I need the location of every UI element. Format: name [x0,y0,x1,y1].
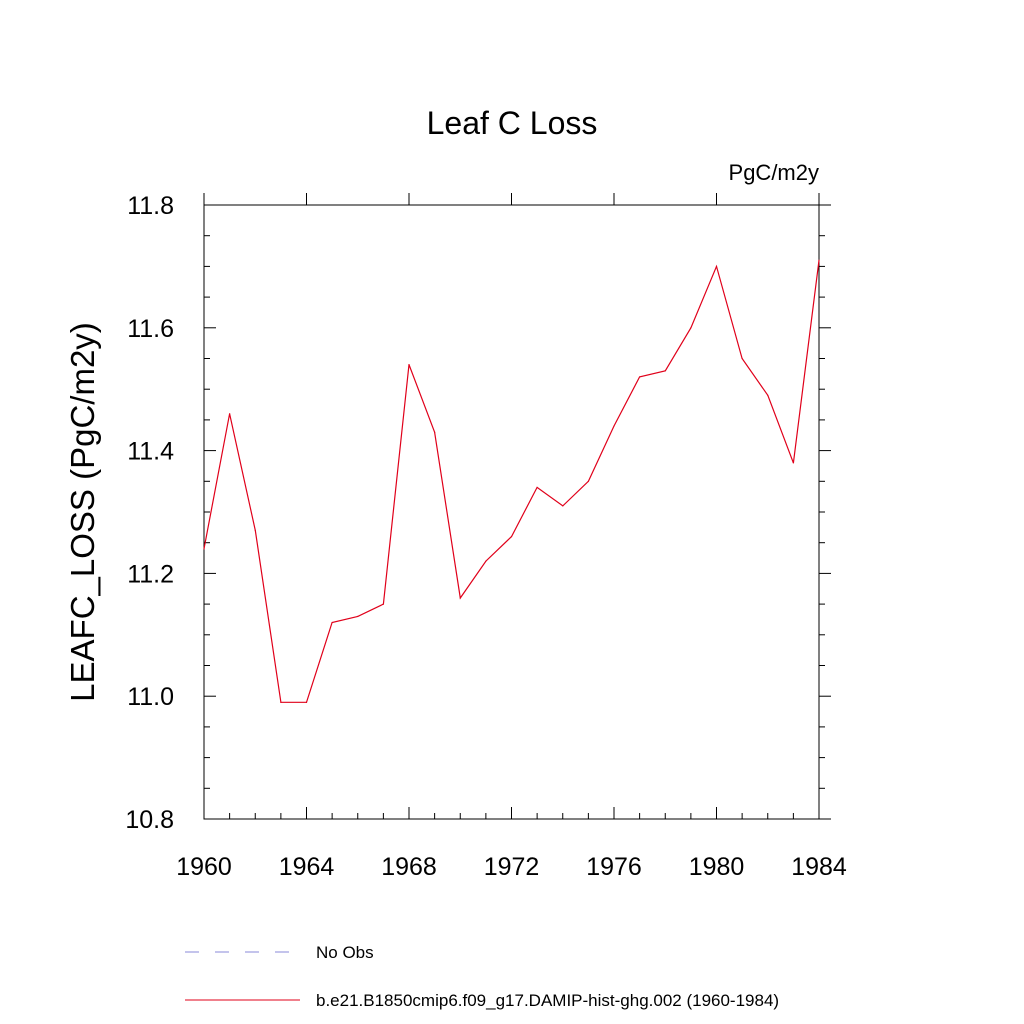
data-point [434,431,436,433]
y-tick-label: 11.6 [127,315,174,343]
data-point [254,529,256,532]
x-tick-label: 1964 [279,853,335,881]
data-point [485,560,487,562]
x-tick-label: 1960 [176,853,232,881]
y-tick-label: 10.8 [125,806,174,834]
y-tick-label: 11.0 [127,683,174,711]
y-tick-label: 11.2 [127,560,174,588]
data-point [562,505,564,507]
data-point [741,357,743,360]
axis-ticks [203,193,831,820]
units-label: PgC/m2y [729,160,819,185]
data-point [690,327,692,329]
x-tick-label: 1976 [586,853,642,881]
y-tick-label: 11.8 [127,192,174,220]
plot-frame [203,204,820,820]
series-line [203,260,820,703]
data-point [331,621,333,624]
data-point [510,535,513,538]
data-point [382,603,384,605]
data-point [767,394,769,396]
series-group [203,259,820,703]
tick-labels: 1960 1964 1968 1972 1976 1980 1984 10.8 11.0 11.2… [125,192,847,881]
data-point [587,480,589,482]
data-point [357,615,359,617]
data-point [408,364,410,366]
data-point [203,548,205,550]
data-point [229,413,231,415]
x-tick-label: 1972 [484,853,540,881]
y-axis-label: LEAFC_LOSS (PgC/m2y) [64,322,101,702]
y-tick-label: 11.4 [127,438,174,466]
data-point [792,462,794,464]
x-tick-label: 1984 [791,853,847,881]
legend-label: b.e21.B1850cmip6.f09_g17.DAMIP-hist-ghg.… [316,991,779,1010]
data-point [818,259,820,261]
data-point [664,370,666,372]
data-point [280,701,282,703]
legend-label: No Obs [316,943,374,962]
x-tick-label: 1980 [689,853,745,881]
data-point [536,486,538,489]
data-point [459,597,461,599]
data-point [613,425,615,427]
legend: No Obs b.e21.B1850cmip6.f09_g17.DAMIP-his… [185,943,779,1010]
data-point [305,701,308,703]
data-point [715,265,718,267]
data-point [639,376,641,378]
x-tick-label: 1968 [381,853,437,881]
chart-title: Leaf C Loss [427,105,598,141]
